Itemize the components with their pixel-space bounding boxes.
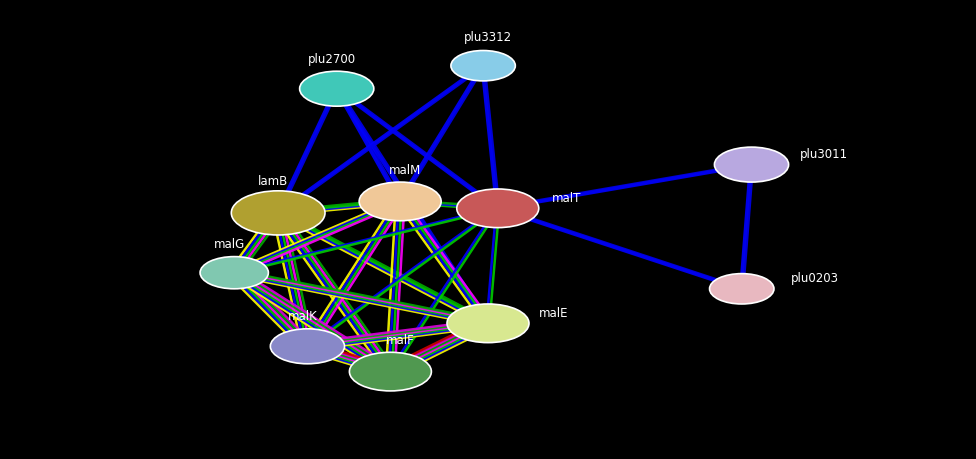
Text: plu3312: plu3312 — [464, 31, 512, 44]
Circle shape — [200, 257, 268, 289]
Circle shape — [300, 72, 374, 107]
Text: malE: malE — [539, 306, 568, 319]
Text: plu2700: plu2700 — [307, 53, 356, 66]
Circle shape — [714, 148, 789, 183]
Circle shape — [349, 353, 431, 391]
Circle shape — [231, 191, 325, 235]
Circle shape — [710, 274, 774, 304]
Text: plu3011: plu3011 — [800, 148, 848, 161]
Text: malF: malF — [386, 334, 415, 347]
Text: malG: malG — [214, 237, 245, 250]
Text: malT: malT — [551, 191, 581, 204]
Text: plu0203: plu0203 — [791, 272, 838, 285]
Circle shape — [457, 190, 539, 228]
Circle shape — [359, 183, 441, 221]
Text: lamB: lamB — [259, 174, 288, 187]
Text: malK: malK — [288, 310, 317, 323]
Circle shape — [451, 51, 515, 82]
Text: malM: malM — [388, 164, 422, 177]
Circle shape — [447, 304, 529, 343]
Circle shape — [270, 329, 345, 364]
